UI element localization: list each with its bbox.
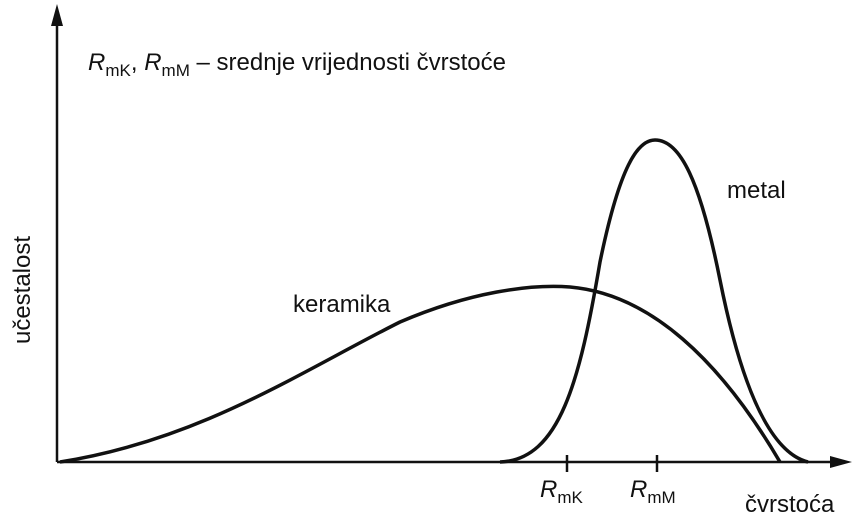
subscript: mM <box>162 61 190 80</box>
ceramic-curve <box>59 284 782 464</box>
metal-curve <box>499 138 809 464</box>
curve-label: keramika <box>293 291 391 318</box>
y-axis-label: učestalost <box>9 236 36 344</box>
x-axis-label: čvrstoća <box>745 491 835 518</box>
marker-label: RmM <box>630 476 676 507</box>
subscript: mM <box>647 488 675 507</box>
title: RmK, RmM – srednje vrijednosti čvrstoće <box>88 49 506 80</box>
symbol: R <box>144 49 161 76</box>
symbol: R <box>88 49 105 76</box>
curve-label: metal <box>727 177 786 204</box>
symbol: R <box>630 476 647 503</box>
subscript: mK <box>557 488 583 507</box>
symbol: R <box>540 476 557 503</box>
x-arrow <box>830 456 852 468</box>
subscript: mK <box>105 61 131 80</box>
y-arrow <box>51 4 63 26</box>
separator: , <box>131 49 138 76</box>
title-text: – srednje vrijednosti čvrstoće <box>197 49 506 76</box>
marker-label: RmK <box>540 476 584 507</box>
